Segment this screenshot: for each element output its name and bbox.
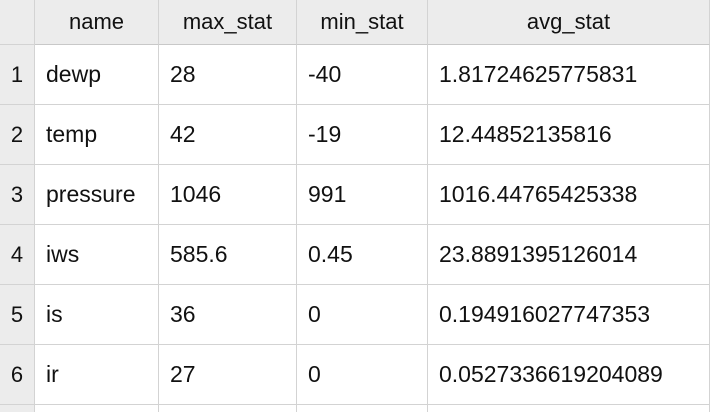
table-cell[interactable]: 0: [297, 345, 428, 405]
table-cell[interactable]: -19: [297, 105, 428, 165]
table-filler-cell: [159, 405, 297, 412]
table-corner[interactable]: [0, 0, 35, 45]
row-number[interactable]: 3: [0, 165, 35, 225]
row-number[interactable]: 2: [0, 105, 35, 165]
table-cell[interactable]: 42: [159, 105, 297, 165]
table-cell[interactable]: 12.44852135816: [428, 105, 710, 165]
table-cell[interactable]: 991: [297, 165, 428, 225]
row-number[interactable]: 5: [0, 285, 35, 345]
table-cell[interactable]: 27: [159, 345, 297, 405]
table-cell[interactable]: 1046: [159, 165, 297, 225]
table-filler-cell: [428, 405, 710, 412]
table-cell[interactable]: 36: [159, 285, 297, 345]
table-cell[interactable]: 0.194916027747353: [428, 285, 710, 345]
table-cell[interactable]: is: [35, 285, 159, 345]
table-cell[interactable]: 585.6: [159, 225, 297, 285]
row-number[interactable]: 1: [0, 45, 35, 105]
table-cell[interactable]: -40: [297, 45, 428, 105]
row-number[interactable]: 6: [0, 345, 35, 405]
table-cell[interactable]: pressure: [35, 165, 159, 225]
table-cell[interactable]: 1.81724625775831: [428, 45, 710, 105]
table-cell[interactable]: 0.0527336619204089: [428, 345, 710, 405]
table-cell[interactable]: 0: [297, 285, 428, 345]
table-filler-cell: [297, 405, 428, 412]
table-cell[interactable]: 28: [159, 45, 297, 105]
table-cell[interactable]: 0.45: [297, 225, 428, 285]
table-cell[interactable]: 1016.44765425338: [428, 165, 710, 225]
table-cell[interactable]: iws: [35, 225, 159, 285]
row-number-filler: [0, 405, 35, 412]
row-number[interactable]: 4: [0, 225, 35, 285]
table-cell[interactable]: 23.8891395126014: [428, 225, 710, 285]
table-filler-cell: [35, 405, 159, 412]
column-header-name[interactable]: name: [35, 0, 159, 45]
table-cell[interactable]: dewp: [35, 45, 159, 105]
column-header-avg-stat[interactable]: avg_stat: [428, 0, 710, 45]
column-header-min-stat[interactable]: min_stat: [297, 0, 428, 45]
column-header-max-stat[interactable]: max_stat: [159, 0, 297, 45]
table-cell[interactable]: ir: [35, 345, 159, 405]
table-cell[interactable]: temp: [35, 105, 159, 165]
